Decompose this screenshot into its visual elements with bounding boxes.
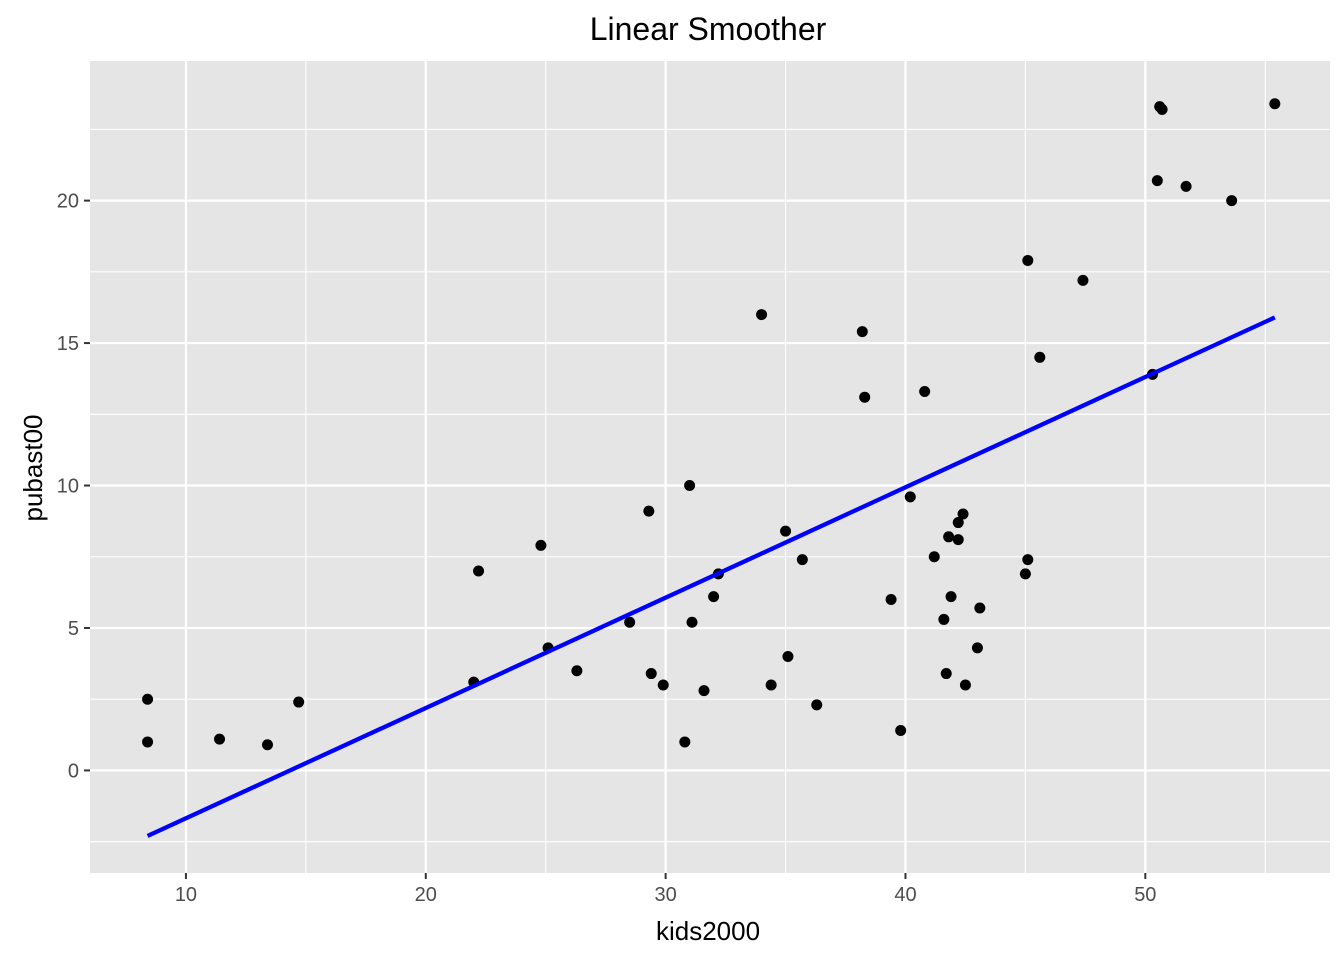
data-point [1022,254,1034,266]
data-point [1269,98,1281,110]
y-tick-label: 20 [57,191,79,213]
data-point [698,685,710,697]
data-point [971,642,983,654]
x-tick-label: 10 [175,884,197,906]
data-point [974,602,986,614]
data-point [938,613,950,625]
x-tick-label: 40 [894,884,916,906]
data-point [1151,175,1163,187]
data-point [780,525,792,537]
data-point [904,491,916,503]
data-point [957,508,969,520]
data-point [756,309,768,321]
data-point [261,739,273,751]
data-point [1180,180,1192,192]
data-point [708,591,720,603]
data-point [535,539,547,551]
data-point [679,736,691,748]
data-point [943,531,955,543]
data-point [1226,195,1238,207]
grid-lines [90,61,1330,873]
data-point [928,551,940,563]
y-tick-label: 15 [57,333,79,355]
data-point [293,696,305,708]
x-axis-title: kids2000 [656,916,760,946]
data-point [1034,351,1046,363]
data-point [945,591,957,603]
panel-background [90,61,1330,873]
fit-line [146,315,1276,838]
data-point [895,725,907,737]
x-tick-label: 50 [1134,884,1156,906]
data-point [885,593,897,605]
data-point [473,565,485,577]
data-point [1022,554,1034,566]
data-point [1077,274,1089,286]
data-point [811,699,823,711]
data-point [1156,103,1168,115]
y-tick-label: 10 [57,476,79,498]
data-point [859,391,871,403]
y-axis-title: pubast00 [18,415,48,522]
data-point [686,616,698,628]
plot-panel [90,61,1330,873]
data-point [940,668,952,680]
x-axis-ticks: 10 20 30 40 50 [175,873,1156,906]
data-point [919,385,931,397]
y-axis-ticks: 0 5 10 15 20 [57,191,90,782]
y-tick-label: 5 [68,618,79,640]
data-point [657,679,669,691]
chart-title: Linear Smoother [590,11,827,47]
data-point [684,480,696,492]
y-tick-label: 0 [68,760,79,782]
data-point [856,326,868,338]
data-point [952,517,964,529]
data-point [643,505,655,517]
x-tick-label: 30 [655,884,677,906]
data-point [645,668,657,680]
data-point [142,736,154,748]
data-point [765,679,777,691]
data-point [1019,568,1031,580]
data-point [571,665,583,677]
data-point [624,616,636,628]
x-tick-label: 20 [415,884,437,906]
data-point [142,693,154,705]
data-point [952,534,964,546]
data-point [796,554,808,566]
fit-line-layer [146,315,1276,838]
data-point [214,733,226,745]
data-point [782,650,794,662]
data-point [959,679,971,691]
